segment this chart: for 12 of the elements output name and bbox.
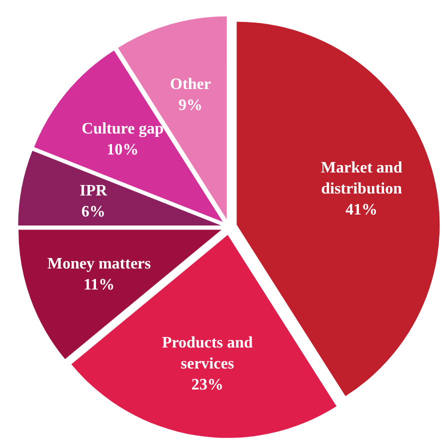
- slice-label: Market and distribution: [320, 158, 402, 197]
- slice-label: Money matters: [47, 254, 151, 272]
- data-label: 11%: [84, 276, 115, 293]
- slice-label: Products and services: [162, 334, 253, 372]
- data-label: 10%: [106, 141, 139, 158]
- data-label: 6%: [81, 203, 106, 220]
- data-label: 23%: [191, 376, 224, 393]
- slice-label: Culture gap: [82, 120, 164, 138]
- data-label: 9%: [178, 96, 202, 114]
- slice-label: Other: [170, 75, 211, 92]
- data-label: 41%: [346, 200, 378, 218]
- slice-label: IPR: [80, 182, 108, 200]
